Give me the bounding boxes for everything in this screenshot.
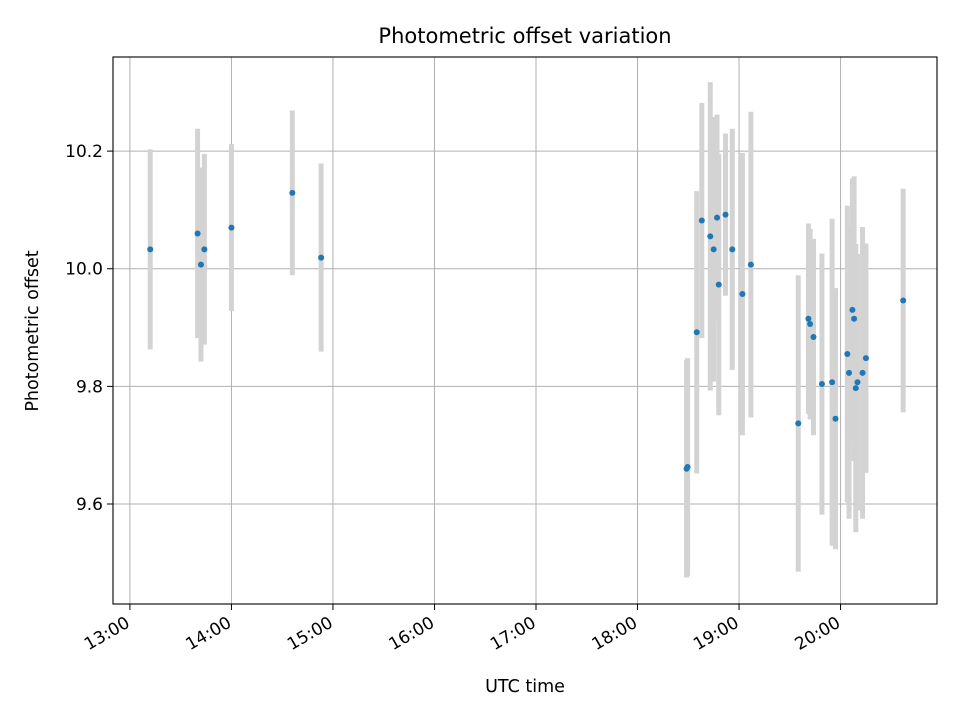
data-point: [852, 385, 859, 392]
data-point: [859, 369, 866, 376]
data-point: [289, 189, 296, 196]
data-point: [810, 333, 817, 340]
data-point: [698, 217, 705, 224]
data-point: [197, 261, 204, 268]
y-axis-title: Photometric offset: [23, 250, 43, 411]
data-points: [147, 189, 907, 472]
y-tick-label: 9.8: [76, 377, 103, 397]
data-point: [710, 246, 717, 253]
data-point: [729, 246, 736, 253]
data-point: [900, 297, 907, 304]
y-tick-label: 9.6: [76, 495, 103, 515]
data-point: [715, 281, 722, 288]
data-point: [194, 230, 201, 237]
data-point: [795, 420, 802, 427]
data-point: [807, 321, 814, 328]
data-point: [844, 351, 851, 358]
chart-title: Photometric offset variation: [378, 24, 671, 48]
data-point: [832, 415, 839, 422]
data-point: [693, 329, 700, 336]
data-point: [854, 379, 861, 386]
data-point: [684, 463, 691, 470]
data-point: [147, 246, 154, 253]
data-point: [849, 306, 856, 313]
data-point: [846, 369, 853, 376]
y-tick-label: 10.2: [65, 142, 103, 162]
y-tick-label: 10.0: [65, 260, 103, 280]
y-axis-ticks: 9.6 9.8 10.0 10.2: [65, 142, 113, 515]
data-point: [318, 254, 325, 261]
data-point: [829, 379, 836, 386]
data-point: [201, 246, 208, 253]
data-point: [714, 214, 721, 221]
data-point: [228, 224, 235, 231]
data-point: [739, 291, 746, 298]
data-point: [722, 211, 729, 218]
data-point: [805, 315, 812, 322]
data-point: [818, 381, 825, 388]
x-axis-title: UTC time: [485, 677, 565, 697]
plot-frame: [112, 56, 938, 605]
data-point: [862, 355, 869, 362]
data-point: [707, 233, 714, 240]
data-point: [747, 261, 754, 268]
data-point: [851, 315, 858, 322]
